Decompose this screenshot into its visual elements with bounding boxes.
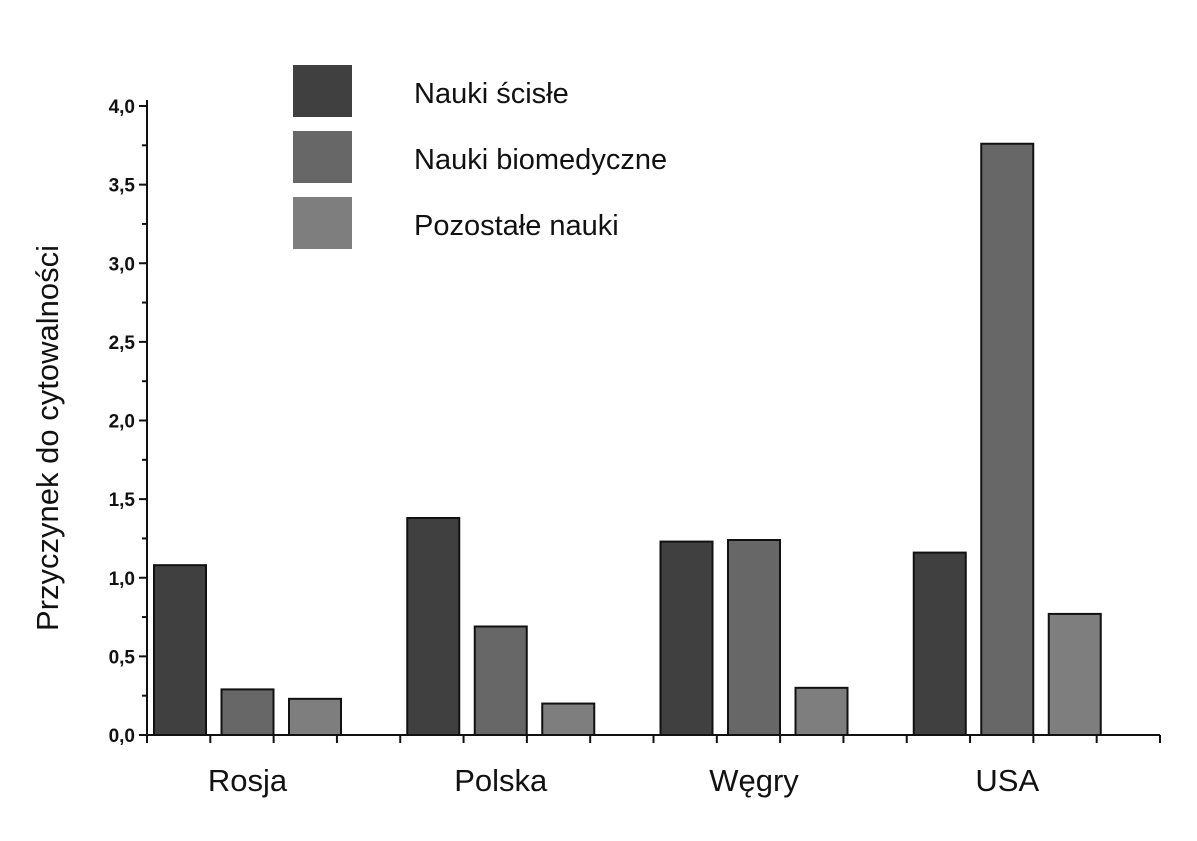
category-label-2: Polska (454, 763, 548, 798)
y-tick-label: 3,5 (109, 176, 136, 197)
legend-swatch-3 (293, 197, 352, 249)
legend: Nauki ścisłe Nauki biomedyczne Pozostałe n… (293, 65, 667, 249)
category-label-4: USA (975, 763, 1039, 798)
y-tick-label: 2,5 (109, 333, 136, 354)
bar-usa-series-1 (912, 551, 967, 737)
y-axis-label: Przyczynek do cytowalności (30, 245, 65, 631)
bar-polska-series-1 (406, 516, 461, 736)
y-tick-label: 3,0 (109, 254, 135, 275)
legend-swatch-2 (293, 131, 352, 183)
bar-polska-series-2 (473, 625, 528, 736)
x-ticks-group (146, 735, 1161, 743)
y-tick-label: 4,0 (109, 97, 135, 118)
legend-label-1: Nauki ścisłe (414, 78, 569, 110)
bar-usa-series-3 (1047, 612, 1102, 736)
category-labels-group: Rosja Polska Węgry USA (208, 763, 1040, 798)
y-tick-label: 1,5 (109, 490, 136, 511)
bar-węgry-series-2 (727, 539, 781, 737)
bar-węgry-series-1 (659, 540, 714, 737)
bar-węgry-series-3 (794, 686, 849, 737)
bar-rosja-series-2 (220, 688, 275, 737)
bar-rosja-series-3 (288, 697, 342, 737)
legend-swatch-1 (293, 65, 352, 117)
legend-label-2: Nauki biomedyczne (414, 144, 667, 176)
bar-rosja-series-1 (153, 564, 207, 736)
y-ticks-group: 0,0 0,5 1,0 1,5 2,0 2,5 3,0 3,5 4,0 (109, 97, 147, 747)
y-tick-label: 2,0 (109, 412, 135, 433)
y-tick-label: 0,0 (109, 726, 135, 747)
y-tick-label: 1,0 (109, 569, 135, 590)
y-tick-label: 0,5 (109, 647, 136, 668)
bar-usa-series-2 (980, 142, 1035, 737)
category-label-3: Węgry (709, 763, 799, 798)
bar-polska-series-3 (541, 702, 596, 736)
category-label-1: Rosja (208, 763, 288, 798)
bars-group (153, 142, 1102, 737)
legend-label-3: Pozostałe nauki (414, 210, 619, 242)
